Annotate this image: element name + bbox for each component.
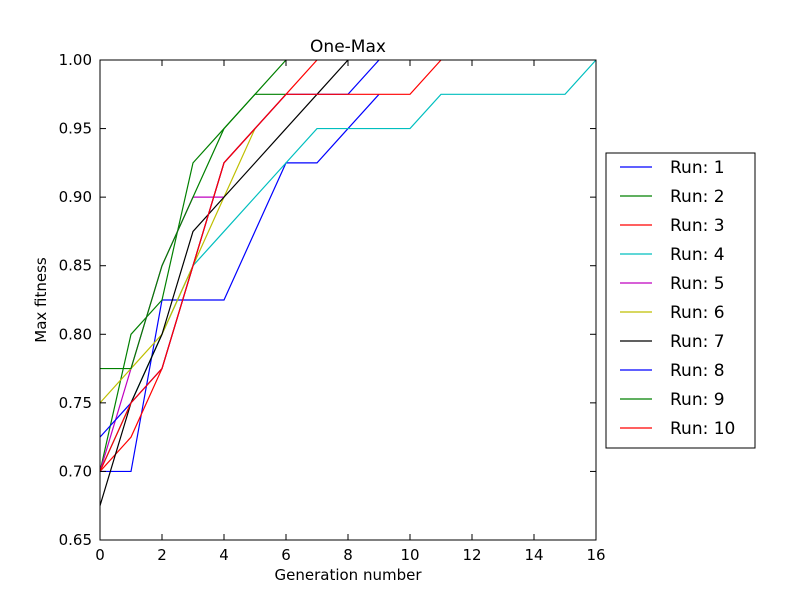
legend-label-run-10: Run: 10 (670, 419, 735, 439)
x-axis-label: Generation number (275, 566, 423, 584)
x-tick-label: 12 (462, 546, 481, 564)
x-tick-label: 6 (281, 546, 291, 564)
x-tick-label: 4 (219, 546, 229, 564)
y-tick-label: 0.65 (59, 531, 92, 549)
x-tick-label: 0 (95, 546, 105, 564)
x-tick-label: 14 (524, 546, 543, 564)
plot-area (99, 59, 597, 506)
y-axis-label: Max fitness (32, 257, 50, 343)
chart-title: One-Max (310, 37, 386, 57)
x-tick-label: 10 (400, 546, 419, 564)
y-tick-label: 0.80 (59, 325, 92, 343)
series-line-run-6 (99, 128, 256, 404)
legend-label-run-4: Run: 4 (670, 245, 725, 265)
legend-label-run-8: Run: 8 (670, 361, 725, 381)
legend-label-run-6: Run: 6 (670, 303, 725, 323)
y-tick-label: 0.95 (59, 120, 92, 138)
legend-label-run-7: Run: 7 (670, 332, 725, 352)
y-tick-label: 0.75 (59, 394, 92, 412)
legend-label-run-5: Run: 5 (670, 274, 725, 294)
series-line-run-10 (99, 59, 442, 472)
legend-label-run-2: Run: 2 (670, 187, 725, 207)
y-tick-label: 0.90 (59, 188, 92, 206)
y-axis: 0.65 0.70 0.75 0.80 0.85 0.90 0.95 1.00 (59, 51, 596, 549)
legend-label-run-1: Run: 1 (670, 158, 725, 178)
series-line-run-9 (100, 93, 286, 370)
legend-label-run-3: Run: 3 (670, 216, 725, 236)
x-tick-label: 8 (343, 546, 353, 564)
legend-label-run-9: Run: 9 (670, 390, 725, 410)
x-tick-label: 2 (157, 546, 167, 564)
series-line-run-7 (99, 59, 349, 506)
x-axis: 0 2 4 6 8 10 12 14 16 (95, 60, 606, 564)
legend: Run: 1 Run: 2 Run: 3 Run: 4 Run: 5 Run: 6 Run:… (605, 152, 756, 449)
y-tick-label: 0.85 (59, 257, 92, 275)
x-tick-label: 16 (586, 546, 605, 564)
y-tick-label: 0.70 (59, 462, 92, 480)
y-tick-label: 1.00 (59, 51, 92, 69)
